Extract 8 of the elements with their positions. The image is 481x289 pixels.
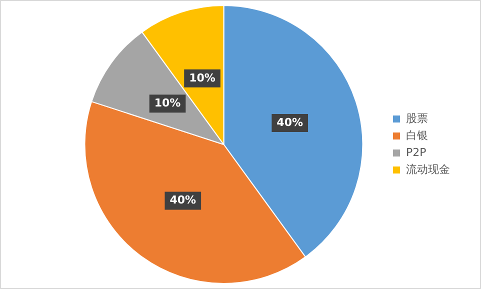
data-label: 40% bbox=[170, 194, 196, 207]
data-label: 10% bbox=[189, 71, 216, 84]
data-label: 10% bbox=[154, 96, 181, 110]
legend-label: 白银 bbox=[406, 128, 428, 142]
legend-label: 股票 bbox=[406, 112, 428, 125]
legend-label: 流动现金 bbox=[406, 162, 450, 176]
legend-label: P2P bbox=[406, 146, 427, 159]
data-label: 40% bbox=[276, 116, 304, 129]
